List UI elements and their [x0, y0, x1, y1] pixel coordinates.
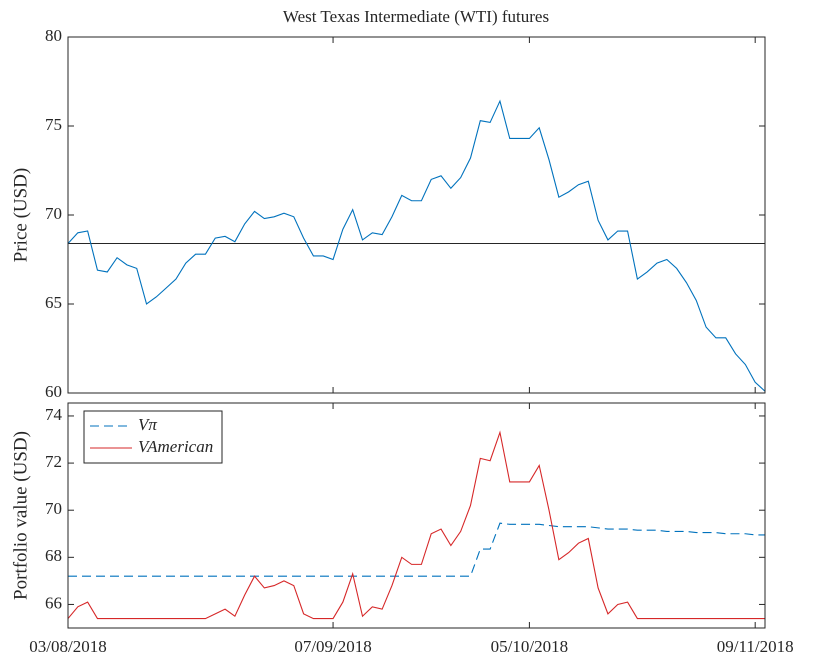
x-tick-label: 03/08/2018 [29, 637, 106, 656]
legend: Vπ VAmerican [83, 410, 223, 464]
y-tick-label: 75 [45, 115, 62, 134]
legend-box [83, 410, 223, 464]
axes-box [67, 36, 766, 394]
y-tick-label: 70 [45, 499, 62, 518]
legend-label: VAmerican [138, 437, 213, 456]
y-tick-label: 80 [45, 26, 62, 45]
series-line [67, 430, 765, 620]
y-tick-label: 70 [45, 204, 62, 223]
x-tick-label: 05/10/2018 [491, 637, 568, 656]
x-tick-label: 09/11/2018 [717, 637, 794, 656]
y-tick-label: 68 [45, 546, 62, 565]
legend-label: Vπ [138, 415, 157, 434]
series-line [68, 522, 765, 577]
series-line [67, 99, 766, 392]
chart-title: West Texas Intermediate (WTI) futures [283, 7, 549, 26]
y-axis-label: Price (USD) [10, 168, 31, 262]
y-tick-label: 74 [45, 405, 63, 424]
y-tick-label: 60 [45, 382, 62, 401]
x-tick-label: 07/09/2018 [294, 637, 371, 656]
axes-box [67, 402, 766, 629]
y-tick-label: 65 [45, 293, 62, 312]
y-tick-label: 72 [45, 452, 62, 471]
y-tick-label: 66 [45, 593, 62, 612]
y-axis-label: Portfolio value (USD) [10, 431, 31, 600]
